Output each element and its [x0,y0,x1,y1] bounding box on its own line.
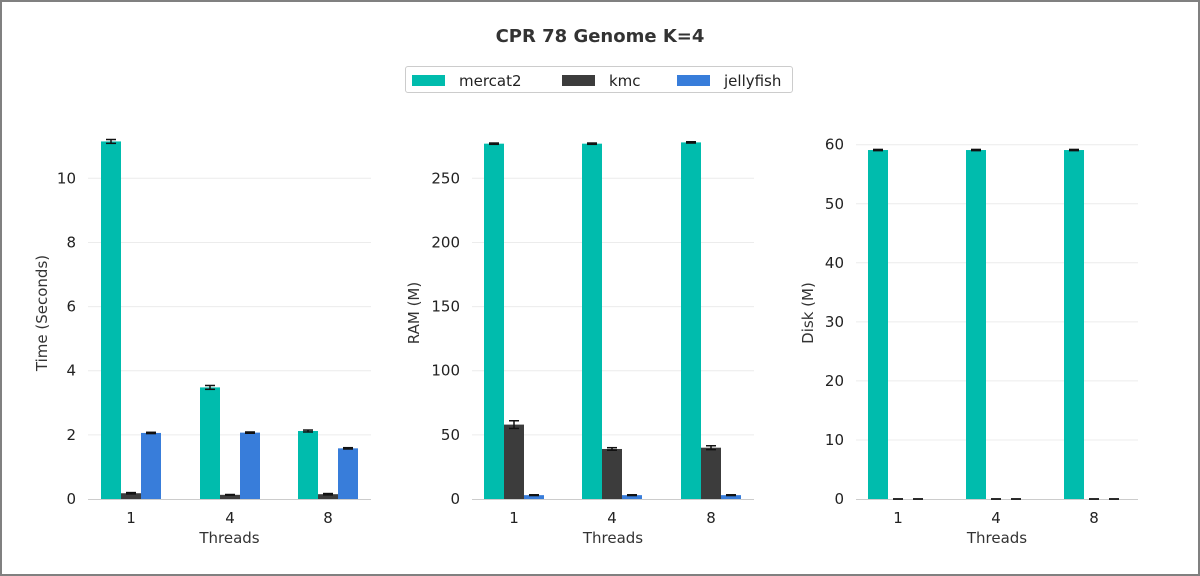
bar-0-mercat2-1 [101,141,121,499]
y-tick-label-2-4: 40 [825,254,844,272]
bar-0-jellyfish-4 [240,432,260,499]
y-tick-label-2-5: 50 [825,195,844,213]
x-tick-label-2-0: 1 [893,509,903,527]
x-tick-label-0-0: 1 [126,509,136,527]
legend-swatch-mercat2 [412,75,445,86]
bar-0-kmc-4 [220,494,240,499]
bar-0-mercat2-4 [200,387,220,499]
legend: mercat2 kmc jellyfish [405,66,793,93]
bar-1-jellyfish-4 [622,495,642,499]
bar-1-jellyfish-8 [721,495,741,499]
y-tick-label-1-5: 250 [431,169,460,187]
x-tick-label-0-1: 4 [225,509,235,527]
x-tick-label-1-1: 4 [607,509,617,527]
x-tick-label-1-0: 1 [509,509,519,527]
legend-item-kmc: kmc [562,67,641,94]
x-tick-label-1-2: 8 [706,509,716,527]
y-axis-label-1: RAM (M) [405,282,423,344]
y-tick-label-1-3: 150 [431,298,460,316]
y-tick-label-2-6: 60 [825,136,844,154]
bar-2-mercat2-1 [868,150,888,499]
legend-swatch-jellyfish [677,75,710,86]
y-tick-label-2-1: 10 [825,431,844,449]
y-tick-label-1-0: 0 [450,490,460,508]
y-tick-label-0-1: 2 [66,426,76,444]
y-tick-label-0-2: 4 [66,362,76,380]
x-tick-label-0-2: 8 [323,509,333,527]
x-tick-label-2-2: 8 [1089,509,1099,527]
legend-label-mercat2: mercat2 [459,71,522,90]
bar-0-kmc-1 [121,493,141,499]
bar-1-kmc-4 [602,448,622,499]
y-tick-label-2-0: 0 [834,490,844,508]
legend-label-kmc: kmc [609,71,641,90]
bar-1-mercat2-1 [484,143,504,500]
x-axis-label-0: Threads [198,529,259,547]
y-tick-label-0-4: 8 [66,233,76,251]
bar-1-mercat2-8 [681,142,701,499]
y-tick-label-2-2: 20 [825,372,844,390]
y-axis-label-0: Time (Seconds) [33,255,51,372]
bar-1-kmc-8 [701,447,721,499]
bar-0-jellyfish-1 [141,432,161,499]
legend-label-jellyfish: jellyfish [724,71,782,90]
y-tick-label-1-4: 200 [431,233,460,251]
y-tick-label-0-0: 0 [66,490,76,508]
y-axis-label-2: Disk (M) [799,282,817,344]
y-tick-label-1-2: 100 [431,362,460,380]
x-axis-label-2: Threads [966,529,1027,547]
y-tick-label-0-5: 10 [57,169,76,187]
bar-0-kmc-8 [318,494,338,499]
bar-2-mercat2-8 [1064,150,1084,499]
y-tick-label-1-1: 50 [441,426,460,444]
bar-1-kmc-1 [504,424,524,499]
legend-item-jellyfish: jellyfish [677,67,781,94]
legend-swatch-kmc [562,75,595,86]
legend-item-mercat2: mercat2 [412,67,522,94]
bar-1-mercat2-4 [582,143,602,500]
x-axis-label-1: Threads [582,529,643,547]
chart-title: CPR 78 Genome K=4 [495,26,705,47]
bar-0-jellyfish-8 [338,448,358,499]
y-tick-label-2-3: 30 [825,313,844,331]
y-tick-label-0-3: 6 [66,298,76,316]
bar-2-mercat2-4 [966,150,986,499]
bar-0-mercat2-8 [298,431,318,499]
bar-1-jellyfish-1 [524,495,544,499]
x-tick-label-2-1: 4 [991,509,1001,527]
